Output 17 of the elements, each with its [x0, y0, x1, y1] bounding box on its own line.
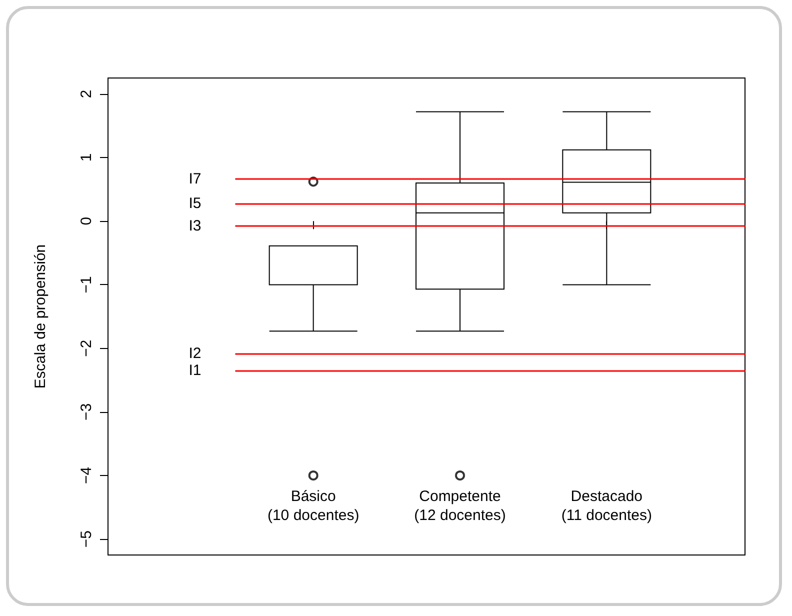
- y-tick-label: 1: [78, 153, 95, 162]
- y-tick-label: 0: [78, 216, 95, 226]
- y-tick-label: −1: [78, 276, 95, 294]
- x-tick-label: Competente (12 docentes): [414, 488, 506, 524]
- ref-line-label: I2: [188, 344, 202, 362]
- x-tick-label: Destacado (11 docentes): [561, 488, 652, 524]
- ref-line-label: I3: [188, 218, 202, 235]
- ref-line-label: I1: [188, 362, 202, 380]
- y-tick-label: 2: [78, 90, 95, 98]
- x-tick-label: Básico (10 docentes): [267, 488, 360, 524]
- y-tick-label: −5: [78, 530, 95, 548]
- y-tick-label: −2: [78, 340, 95, 357]
- y-axis-title: Escala de propensión: [32, 244, 49, 389]
- y-tick-label: −4: [78, 466, 95, 484]
- y-tick-label: −3: [78, 403, 95, 420]
- ref-line-label: I7: [188, 170, 202, 188]
- ref-line-label: I5: [188, 194, 202, 212]
